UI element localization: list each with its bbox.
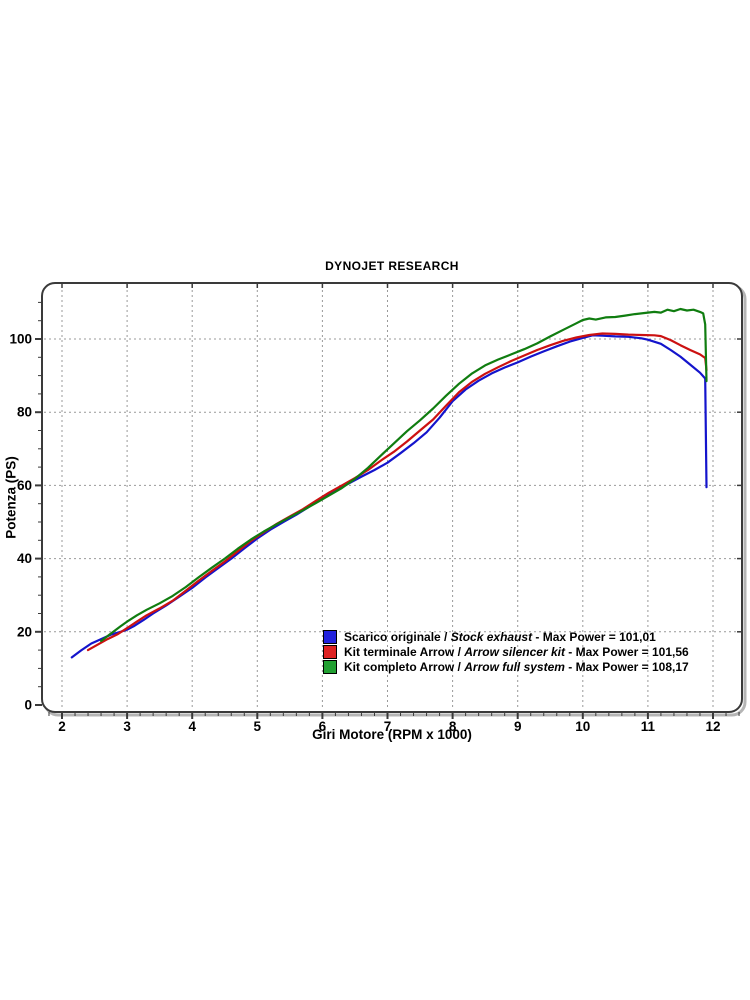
y-axis-label: Potenza (PS) <box>3 456 19 539</box>
svg-text:100: 100 <box>9 332 32 347</box>
legend-label-suffix: - Max Power = 101,56 <box>564 644 689 659</box>
svg-text:5: 5 <box>254 719 262 734</box>
svg-text:3: 3 <box>123 719 131 734</box>
legend-label-suffix: - Max Power = 108,17 <box>564 659 689 674</box>
svg-text:2: 2 <box>58 719 66 734</box>
svg-text:8: 8 <box>449 719 457 734</box>
svg-text:60: 60 <box>17 478 32 493</box>
legend-item-silencer: Kit terminale Arrow / Arrow silencer kit… <box>323 644 689 659</box>
svg-text:40: 40 <box>17 551 32 566</box>
legend: Scarico originale / Stock exhaust - Max … <box>323 629 689 674</box>
svg-text:9: 9 <box>514 719 522 734</box>
svg-text:0: 0 <box>24 698 32 713</box>
legend-label-suffix: - Max Power = 101,01 <box>532 629 656 644</box>
svg-text:6: 6 <box>319 719 327 734</box>
chart-title: DYNOJET RESEARCH <box>325 259 459 273</box>
svg-text:80: 80 <box>17 405 32 420</box>
svg-text:11: 11 <box>641 719 656 734</box>
legend-label-italic: Stock exhaust <box>450 629 533 644</box>
legend-label-italic: Arrow full system <box>464 659 565 674</box>
svg-text:4: 4 <box>188 719 196 734</box>
legend-swatch-fullsystem-icon <box>323 659 337 674</box>
legend-label: Kit completo Arrow / <box>344 659 465 674</box>
svg-text:20: 20 <box>17 624 32 639</box>
legend-label: Kit terminale Arrow / <box>344 644 465 659</box>
svg-text:7: 7 <box>384 719 392 734</box>
legend-swatch-silencer-icon <box>323 644 337 659</box>
svg-text:10: 10 <box>575 719 590 734</box>
legend-swatch-stock-icon <box>323 629 337 644</box>
legend-item-stock: Scarico originale / Stock exhaust - Max … <box>323 629 689 644</box>
svg-text:12: 12 <box>705 719 720 734</box>
legend-label-italic: Arrow silencer kit <box>464 644 565 659</box>
legend-label: Scarico originale / <box>344 629 451 644</box>
x-axis-label: Giri Motore (RPM x 1000) <box>312 727 472 742</box>
legend-item-fullsystem: Kit completo Arrow / Arrow full system -… <box>323 659 689 674</box>
